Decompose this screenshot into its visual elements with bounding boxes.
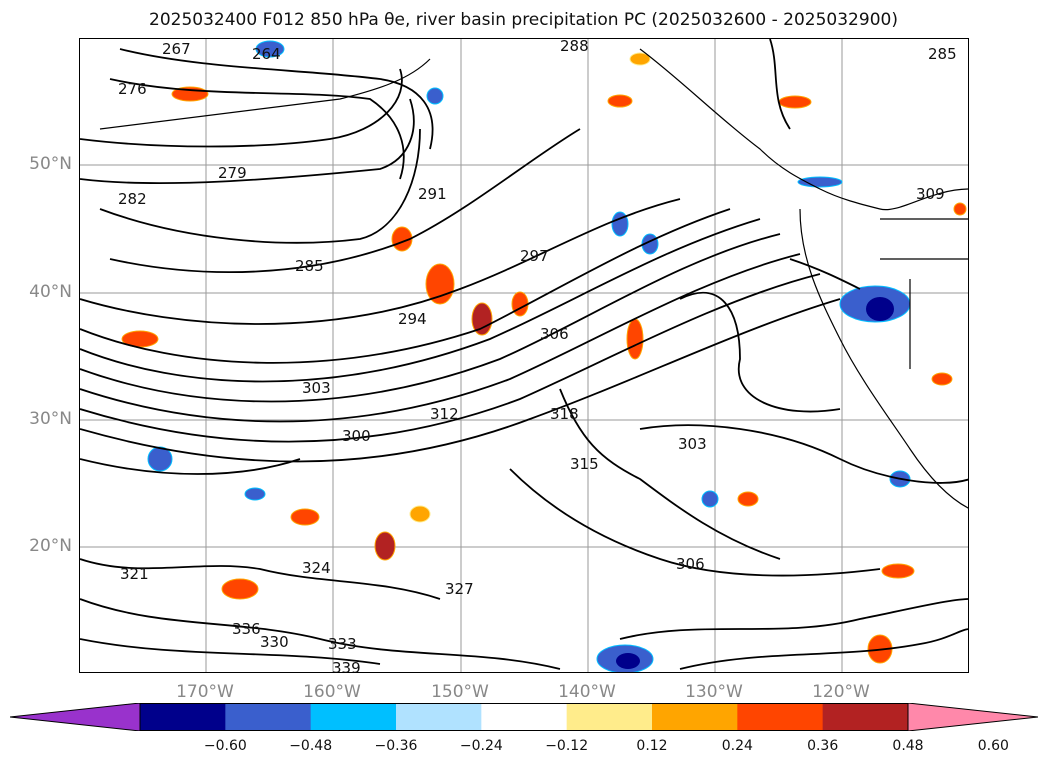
contour-label: 312	[430, 405, 459, 423]
colorbar	[9, 702, 1039, 732]
contour-label: 333	[328, 635, 357, 653]
colorbar-segment	[396, 703, 482, 731]
colorbar-segment	[310, 703, 397, 731]
colorbar-tick-label: −0.36	[374, 738, 418, 754]
colorbar-outline	[139, 703, 909, 731]
lon-label-170w: 170°W	[176, 682, 234, 702]
contour-label: 306	[676, 555, 705, 573]
lat-label-20: 20°N	[29, 536, 72, 556]
colorbar-segment	[481, 703, 568, 731]
lon-label-150w: 150°W	[431, 682, 489, 702]
graticule	[80, 39, 968, 672]
contour-label: 300	[342, 427, 371, 445]
contour-label: 288	[560, 39, 589, 55]
contour-label: 318	[550, 405, 579, 423]
colorbar-tick-label: 0.48	[892, 738, 924, 754]
contour-label: 336	[232, 620, 261, 638]
contour-label: 321	[120, 565, 149, 583]
lat-label-50: 50°N	[29, 154, 72, 174]
colorbar-tick-label: 0.12	[636, 738, 668, 754]
contour-label: 297	[520, 247, 549, 265]
map-panel: 267 264 276 279 282 285 291 297 294 300 …	[79, 38, 969, 673]
contour-label: 282	[118, 190, 147, 208]
colorbar-tick-label: 0.24	[721, 738, 753, 754]
colorbar-segment	[822, 703, 909, 731]
precip-positive-shading	[121, 52, 967, 664]
contour-label: 264	[252, 45, 281, 63]
lat-label-30: 30°N	[29, 409, 72, 429]
lat-label-40: 40°N	[29, 282, 72, 302]
contour-label: 315	[570, 455, 599, 473]
contour-label: 303	[678, 435, 707, 453]
contour-label: 291	[418, 185, 447, 203]
contour-label: 339	[332, 659, 361, 673]
colorbar-tick-label: −0.12	[545, 738, 589, 754]
contour-label-group: 267 264 276 279 282 285 291 297 294 300 …	[118, 39, 957, 673]
colorbar-segment	[652, 703, 738, 731]
map-canvas: 267 264 276 279 282 285 291 297 294 300 …	[80, 39, 968, 673]
map-title: 2025032400 F012 850 hPa θe, river basin …	[149, 10, 898, 30]
contour-label: 327	[445, 580, 474, 598]
lon-label-140w: 140°W	[558, 682, 616, 702]
theta-e-contours	[80, 39, 968, 670]
contour-label: 285	[295, 257, 324, 275]
contour-label: 309	[916, 185, 945, 203]
colorbar-extend-low	[9, 702, 141, 732]
contour-label: 324	[302, 559, 331, 577]
colorbar-tick-label: −0.24	[459, 738, 503, 754]
colorbar-segment	[225, 703, 312, 731]
colorbar-svg	[9, 702, 1039, 732]
lon-label-130w: 130°W	[685, 682, 743, 702]
colorbar-tick-label: −0.60	[203, 738, 247, 754]
colorbar-segment	[566, 703, 653, 731]
colorbar-tick-label: 0.60	[977, 738, 1009, 754]
colorbar-extend-high	[907, 702, 1039, 732]
coastlines	[99, 48, 968, 509]
precip-negative-shading	[147, 40, 911, 672]
colorbar-segment	[737, 703, 824, 731]
colorbar-segment	[140, 703, 226, 731]
lon-label-120w: 120°W	[812, 682, 870, 702]
contour-label: 306	[540, 325, 569, 343]
contour-label: 303	[302, 379, 331, 397]
contour-label: 267	[162, 40, 191, 58]
contour-label: 276	[118, 80, 147, 98]
colorbar-tick-label: 0.36	[807, 738, 839, 754]
contour-label: 294	[398, 310, 427, 328]
colorbar-tick-label: −0.48	[289, 738, 333, 754]
contour-label: 330	[260, 633, 289, 651]
contour-label: 279	[218, 164, 247, 182]
lon-label-160w: 160°W	[303, 682, 361, 702]
contour-label: 285	[928, 45, 957, 63]
